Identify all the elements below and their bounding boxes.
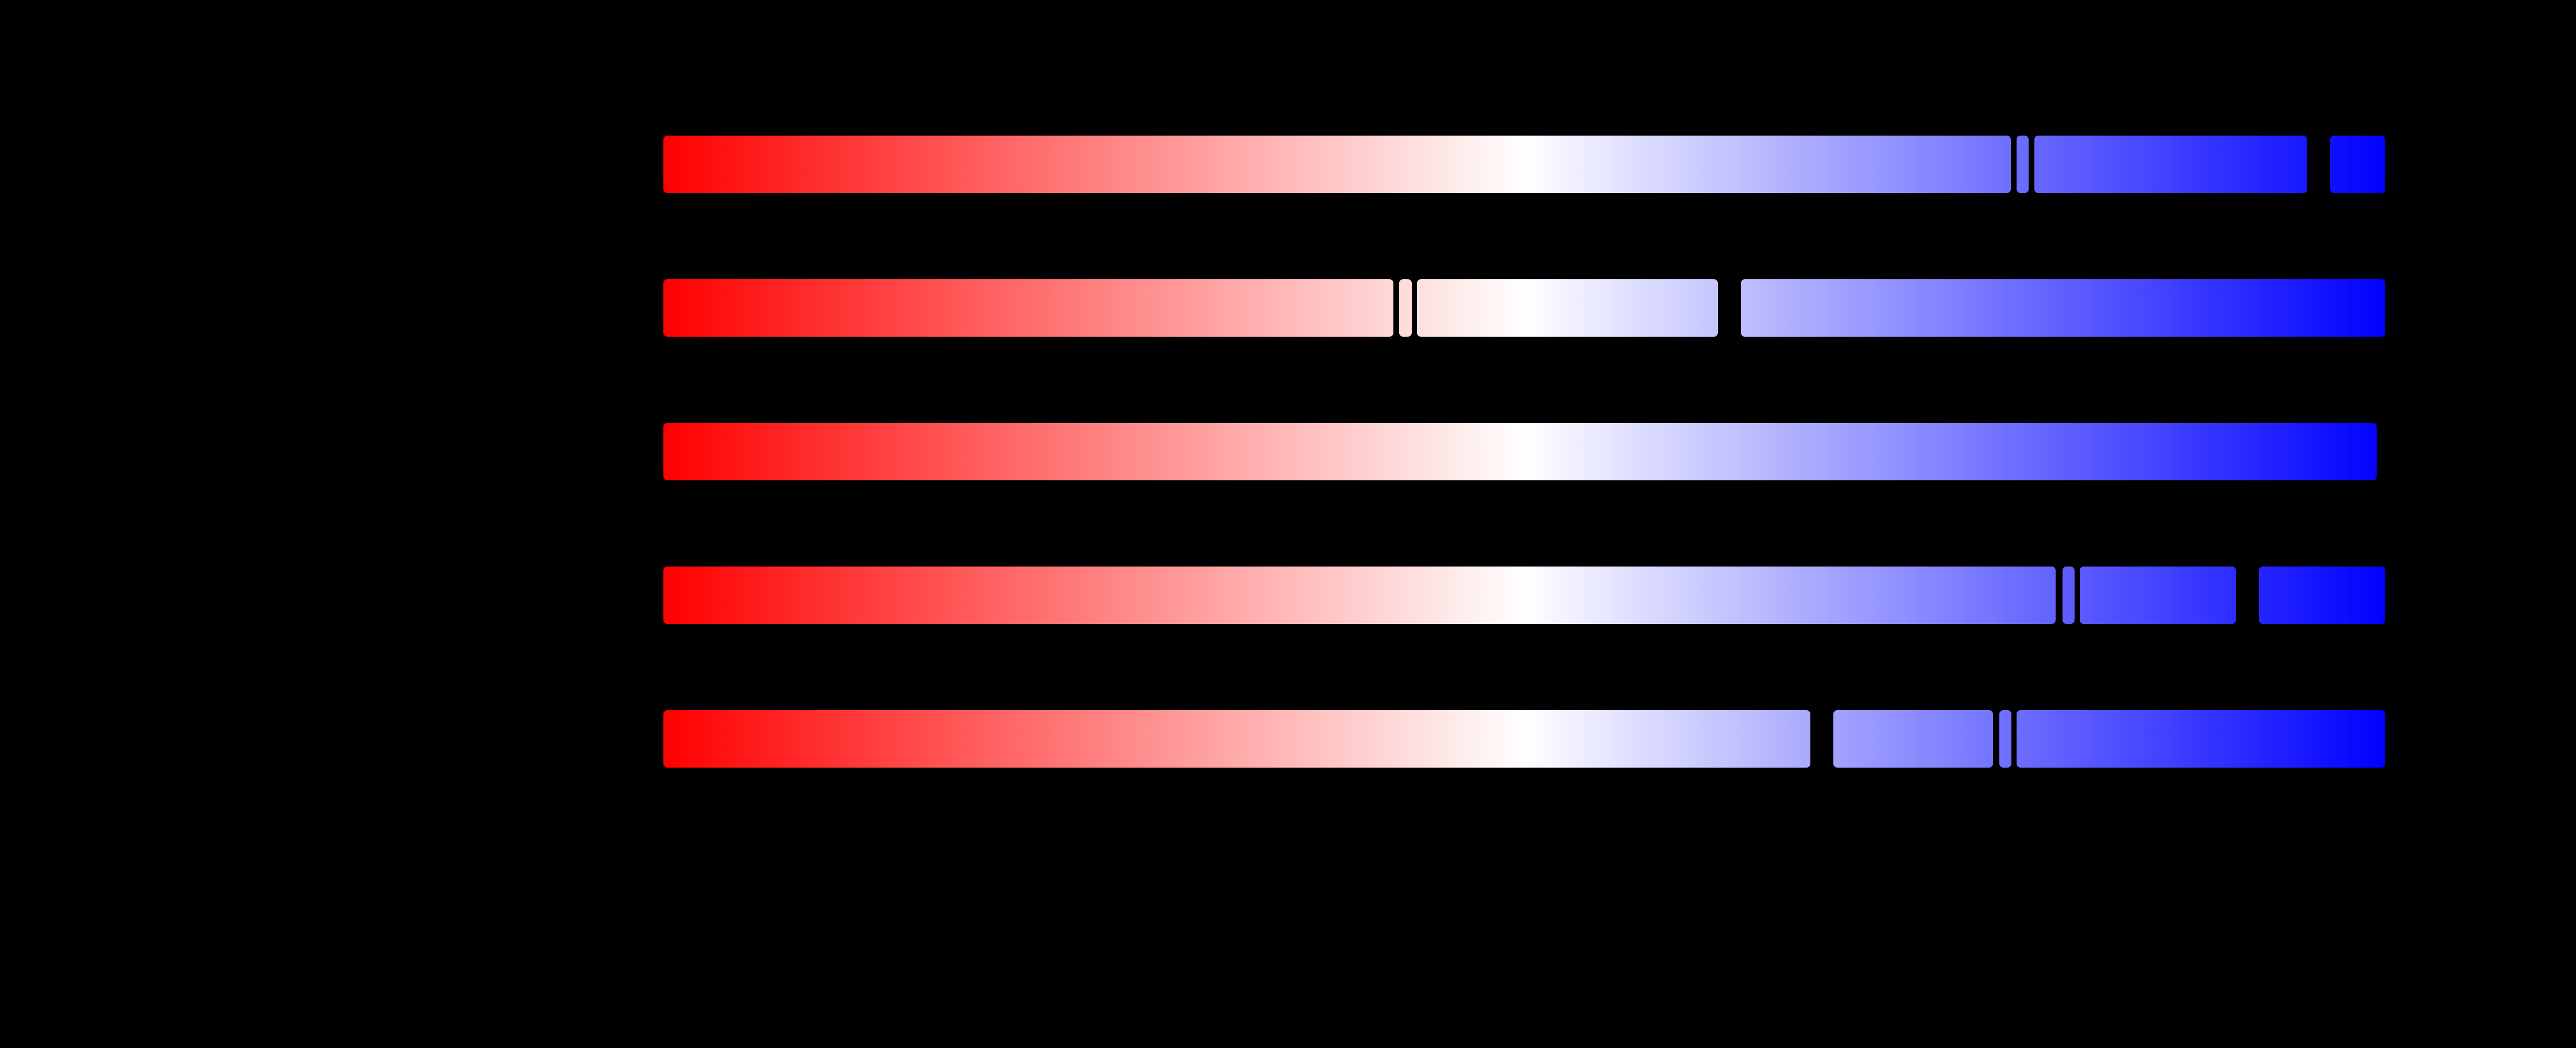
- bar-row-2-segment: [1399, 279, 1412, 337]
- bar-row-1-segment: [663, 136, 2011, 193]
- bar-row-3: [0, 423, 2576, 480]
- bar-row-2-segment: [663, 279, 1393, 337]
- bar-row-5-segment: [1833, 710, 1993, 768]
- bar-row-1-segment: [2034, 136, 2307, 193]
- bar-row-2-segment: [1741, 279, 2385, 337]
- bar-row-2-segment: [1417, 279, 1718, 337]
- bar-row-1: [0, 136, 2576, 193]
- bar-row-4: [0, 567, 2576, 624]
- bar-row-1-segment: [2017, 136, 2029, 193]
- bar-row-4-segment: [2080, 567, 2236, 624]
- bar-row-5: [0, 710, 2576, 768]
- bar-row-1-segment: [2330, 136, 2385, 193]
- bar-row-4-segment: [2063, 567, 2075, 624]
- bar-row-4-segment: [663, 567, 2056, 624]
- bar-row-3-segment: [663, 423, 2377, 480]
- bar-row-5-segment: [1999, 710, 2011, 768]
- bar-row-5-segment: [2017, 710, 2385, 768]
- bar-row-2: [0, 279, 2576, 337]
- bar-row-4-segment: [2259, 567, 2385, 624]
- bar-row-5-segment: [663, 710, 1810, 768]
